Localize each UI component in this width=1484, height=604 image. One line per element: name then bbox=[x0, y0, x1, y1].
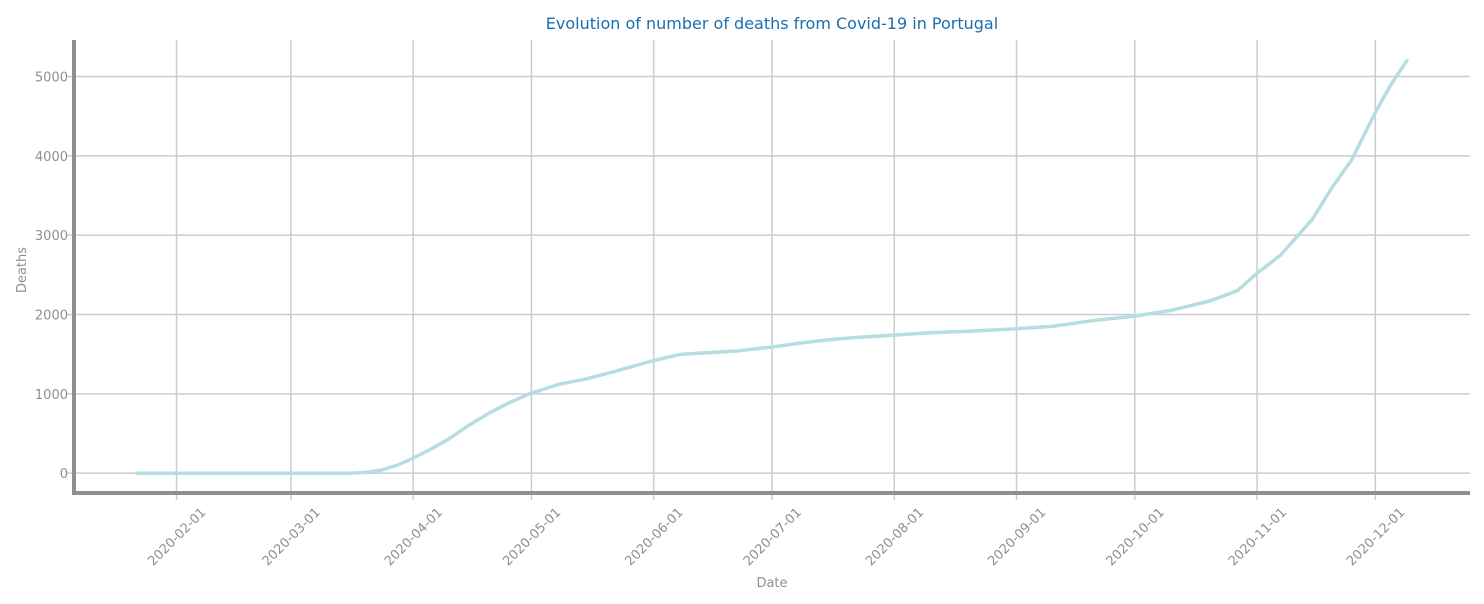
x-tick-label: 2020-06-01 bbox=[622, 505, 686, 569]
data-point bbox=[411, 456, 415, 460]
x-tick-label: 2020-08-01 bbox=[863, 505, 927, 569]
x-tick-label: 2020-10-01 bbox=[1104, 505, 1168, 569]
data-point bbox=[530, 391, 533, 395]
data-point bbox=[612, 370, 616, 374]
data-point bbox=[967, 329, 971, 333]
x-tick-label: 2020-07-01 bbox=[741, 505, 805, 569]
data-point bbox=[1050, 324, 1054, 328]
data-point bbox=[380, 468, 383, 472]
data-point bbox=[1330, 186, 1334, 189]
data-point bbox=[825, 338, 829, 342]
data-point bbox=[427, 448, 431, 452]
x-tick-label: 2020-02-01 bbox=[145, 505, 209, 569]
data-point bbox=[135, 471, 139, 475]
data-point bbox=[585, 377, 589, 381]
grid bbox=[67, 40, 1470, 500]
data-point bbox=[230, 471, 234, 475]
data-point bbox=[1310, 217, 1314, 221]
data-point bbox=[1373, 110, 1377, 114]
chart-title: Evolution of number of deaths from Covid… bbox=[546, 14, 998, 33]
data-point bbox=[447, 437, 451, 441]
data-point bbox=[364, 470, 368, 474]
x-tick-label: 2020-11-01 bbox=[1226, 505, 1290, 569]
data-point bbox=[395, 463, 399, 467]
data-point bbox=[652, 359, 656, 362]
y-tick-label: 3000 bbox=[35, 229, 68, 244]
data-point bbox=[892, 333, 896, 337]
data-point bbox=[1255, 271, 1259, 275]
data-point bbox=[486, 412, 490, 416]
data-point bbox=[348, 471, 352, 475]
data-point bbox=[798, 341, 802, 345]
x-tick-label: 2020-12-01 bbox=[1344, 505, 1408, 569]
data-point bbox=[466, 424, 470, 427]
data-point bbox=[557, 382, 561, 386]
axes bbox=[72, 40, 1470, 495]
series-group bbox=[135, 58, 1409, 475]
data-point bbox=[1235, 289, 1239, 293]
data-point bbox=[1405, 59, 1409, 63]
x-tick-label: 2020-05-01 bbox=[500, 505, 564, 569]
data-point bbox=[770, 345, 774, 349]
data-point bbox=[928, 331, 932, 335]
x-tick-labels: 2020-02-01 2020-03-01 2020-04-01 2020-05-01… bbox=[145, 505, 1408, 569]
data-point bbox=[289, 471, 293, 475]
y-tick-label: 4000 bbox=[35, 150, 68, 165]
data-point bbox=[1350, 158, 1354, 162]
data-point bbox=[1168, 309, 1172, 312]
data-point bbox=[1208, 299, 1212, 303]
x-tick-label: 2020-03-01 bbox=[260, 505, 324, 569]
data-point bbox=[1090, 319, 1093, 323]
data-point bbox=[679, 352, 683, 356]
data-point bbox=[1279, 253, 1283, 257]
y-tick-label: 0 bbox=[60, 467, 68, 482]
data-point bbox=[1015, 327, 1018, 331]
data-point bbox=[1133, 314, 1137, 318]
y-tick-label: 2000 bbox=[35, 308, 68, 323]
y-axis-label: Deaths bbox=[15, 247, 30, 293]
y-tick-label: 5000 bbox=[35, 70, 68, 85]
y-tick-label: 1000 bbox=[35, 388, 68, 403]
data-point bbox=[707, 351, 711, 354]
x-tick-label: 2020-09-01 bbox=[985, 505, 1049, 569]
y-tick-labels: 0 1000 2000 3000 4000 5000 bbox=[35, 70, 68, 482]
data-point bbox=[853, 336, 857, 339]
x-axis-label: Date bbox=[756, 576, 787, 591]
data-point bbox=[1389, 83, 1393, 86]
x-tick-label: 2020-04-01 bbox=[382, 505, 446, 569]
data-point bbox=[506, 401, 510, 405]
data-point bbox=[735, 349, 738, 353]
